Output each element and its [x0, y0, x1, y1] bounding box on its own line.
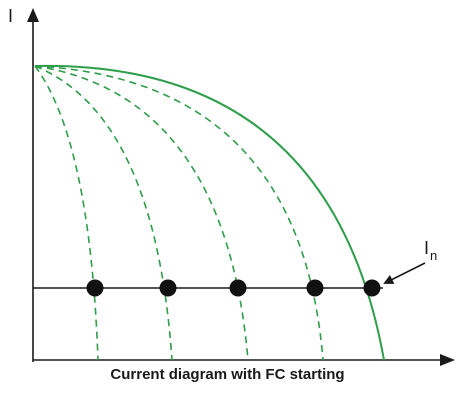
operating-point-dot [159, 279, 177, 297]
dashed-current-curve [34, 65, 99, 361]
operating-point-dot [363, 279, 381, 297]
dashed-current-curve [34, 65, 249, 361]
operating-point-dot [229, 279, 247, 297]
operating-point-dot [306, 279, 324, 297]
operating-point-dot [86, 279, 104, 297]
y-axis-arrow-icon [27, 8, 39, 22]
diagram-caption: Current diagram with FC starting [110, 366, 345, 383]
pointer-arrow [383, 262, 426, 284]
rated-current-label: In [424, 238, 437, 263]
x-axis-arrow-icon [440, 354, 455, 366]
rated-current-label-main: I [424, 238, 429, 258]
dashed-current-curve [34, 65, 324, 361]
main-current-curve [34, 64, 385, 361]
dashed-current-curve [34, 65, 173, 361]
y-axis-label: I [8, 6, 13, 26]
rated-current-label-subscript: n [430, 248, 437, 263]
